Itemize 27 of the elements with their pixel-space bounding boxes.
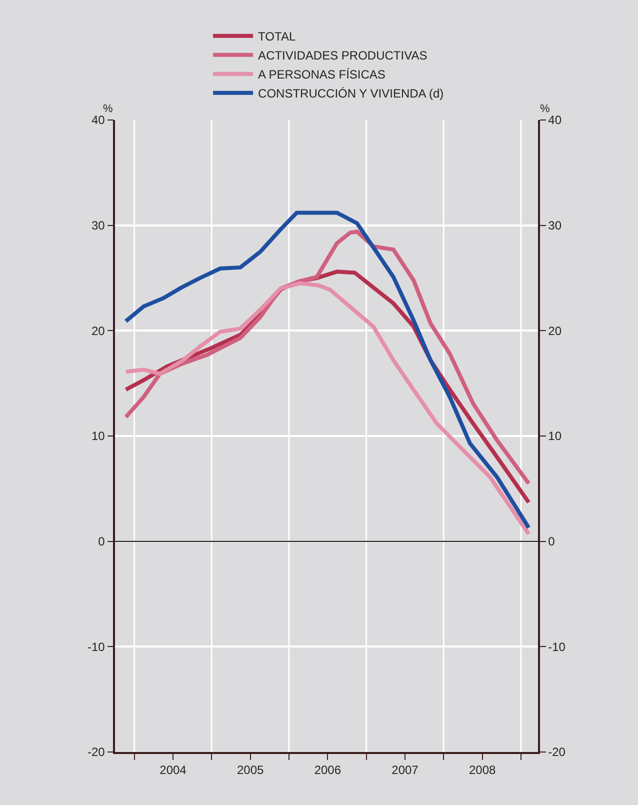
y-tick-label: -10 <box>88 640 106 654</box>
x-tick-label: 2004 <box>160 763 187 778</box>
y2-tick-label: 0 <box>548 534 556 549</box>
x-tick-label: 2007 <box>392 763 419 778</box>
text: % <box>540 103 550 115</box>
line-series <box>124 210 531 530</box>
y2-tick-label: 40 <box>548 113 562 128</box>
y2-tick-label: 20 <box>548 324 562 338</box>
x-tick-label: 2006 <box>314 763 342 778</box>
legend-label: CONSTRUCCIÓN Y VIVIENDA (d) <box>258 86 444 101</box>
line-series <box>124 281 531 536</box>
y-tick-label: 20 <box>91 324 106 338</box>
y2-tick-label: 10 <box>548 429 562 444</box>
y2-tick-label: 30 <box>548 218 562 233</box>
x-tick-label: 2008 <box>468 763 496 778</box>
y2-tick-label: -20 <box>548 745 566 760</box>
x-tick-label: 2005 <box>236 763 264 778</box>
y-tick-label: 0 <box>98 534 106 549</box>
text: % <box>103 103 113 115</box>
legend-label: ACTIVIDADES PRODUCTIVAS <box>258 48 428 63</box>
y-tick-label: -20 <box>88 745 106 760</box>
y-tick-label: 30 <box>91 218 106 233</box>
y-tick-label: 40 <box>91 113 106 128</box>
legend-label: TOTAL <box>258 30 296 44</box>
legend-label: A PERSONAS FÍSICAS <box>258 68 386 82</box>
y-tick-label: 10 <box>91 429 106 444</box>
y2-tick-label: -10 <box>548 640 566 654</box>
